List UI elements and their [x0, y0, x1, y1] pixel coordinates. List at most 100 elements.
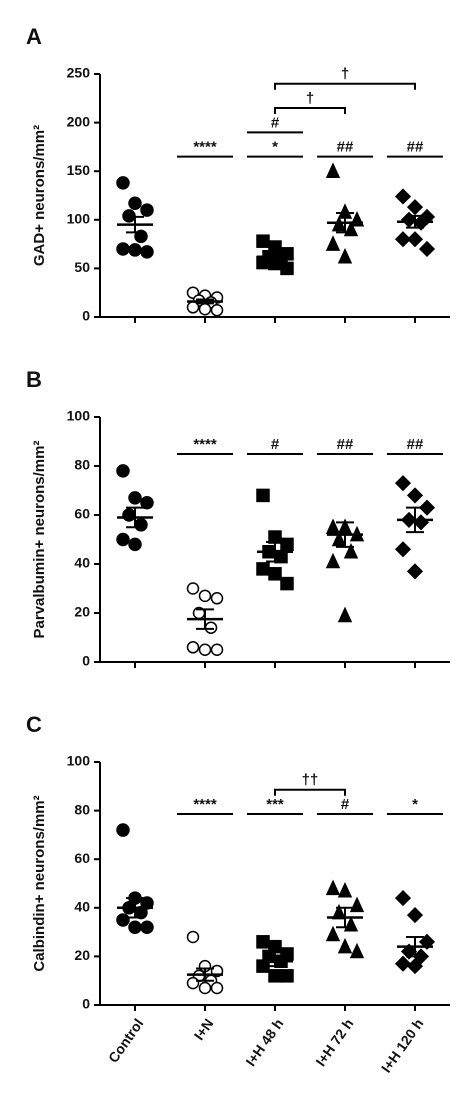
data-point [134, 518, 148, 532]
data-point [325, 518, 341, 534]
significance-label: ## [407, 436, 424, 453]
sem-error-bar [196, 608, 214, 630]
data-point [198, 302, 212, 316]
significance-label: †† [302, 772, 319, 789]
significance-bracket [274, 107, 346, 115]
significance-label: * [272, 139, 278, 156]
y-axis-label: GAD+ neurons/mm² [31, 125, 48, 266]
data-point [116, 242, 130, 256]
significance-label: † [306, 90, 314, 107]
data-point [280, 537, 294, 552]
data-point [128, 243, 142, 257]
data-point [256, 562, 270, 576]
significance-label: ## [337, 139, 354, 156]
y-tick-label: 50 [74, 259, 90, 275]
data-point [280, 576, 294, 591]
data-point [186, 641, 200, 654]
data-point [325, 879, 341, 896]
panel: B Parvalbumin+ neurons/mm² 0 20 40 60 80 100 ***… [26, 367, 450, 669]
sem-error-bar [336, 211, 354, 234]
data-point [256, 234, 270, 248]
data-point [128, 196, 142, 211]
significance-bracket [274, 788, 346, 796]
data-point [186, 976, 200, 990]
data-point [337, 247, 353, 264]
sem-error-bar [406, 214, 424, 229]
data-point [268, 969, 282, 983]
significance-label: # [341, 796, 350, 813]
data-point [325, 925, 341, 942]
y-tick-label: 100 [67, 211, 91, 227]
data-point [394, 541, 412, 558]
data-point [406, 958, 424, 975]
sem-error-bar [126, 506, 144, 529]
x-tick-label: I+H 120 h [378, 1016, 427, 1076]
sem-error-bar [266, 540, 284, 563]
data-point [210, 303, 224, 317]
x-tick-label: I+N [191, 1016, 217, 1043]
data-point [256, 488, 270, 503]
data-point [204, 621, 218, 634]
data-point [394, 475, 412, 492]
data-point [116, 532, 130, 547]
y-tick-label: 60 [74, 850, 90, 866]
data-point [140, 496, 154, 510]
data-point [400, 211, 418, 228]
data-point [394, 890, 412, 907]
sem-error-bar [266, 252, 284, 261]
data-point [186, 930, 200, 944]
data-point [116, 913, 130, 927]
data-point [406, 487, 424, 504]
data-point [406, 199, 424, 216]
y-axis-label: Calbindin+ neurons/mm² [31, 795, 48, 971]
data-point [325, 552, 341, 569]
significance-label: ## [337, 436, 354, 453]
y-tick-label: 80 [74, 801, 90, 817]
data-point [349, 896, 365, 913]
data-point [256, 935, 270, 949]
significance-label: **** [193, 139, 217, 156]
sem-error-bar [126, 215, 144, 234]
sem-error-bar [266, 955, 284, 968]
data-point [210, 592, 224, 605]
data-point [394, 955, 412, 972]
significance-bracket [274, 82, 416, 90]
y-tick-label: 100 [67, 753, 91, 769]
data-point [198, 981, 212, 995]
data-point [116, 176, 130, 190]
sem-error-bar [406, 935, 424, 958]
data-point [406, 563, 424, 580]
y-tick-label: 60 [74, 506, 90, 522]
data-point [418, 933, 436, 950]
sem-error-bar [336, 521, 354, 548]
data-point [128, 491, 142, 505]
data-point [325, 235, 341, 251]
data-point [337, 937, 353, 954]
data-point [331, 215, 347, 232]
data-point [412, 514, 430, 531]
data-point [140, 245, 154, 259]
significance-label: **** [193, 796, 217, 813]
data-point [128, 537, 142, 552]
data-point [418, 240, 436, 258]
data-point [122, 508, 136, 522]
significance-label: † [341, 66, 349, 83]
data-point [268, 567, 282, 581]
data-point [198, 589, 212, 603]
data-point [210, 981, 224, 995]
data-point [343, 916, 359, 932]
y-tick-label: 20 [74, 604, 90, 620]
data-point [400, 943, 418, 960]
data-point [394, 188, 412, 205]
panel-label: C [26, 712, 42, 737]
data-point [140, 920, 154, 934]
sem-error-bar [196, 298, 214, 305]
data-point [406, 231, 424, 248]
significance-label: ## [407, 139, 424, 156]
data-point [331, 530, 347, 547]
sem-error-bar [406, 506, 424, 534]
panel-label: B [26, 367, 42, 392]
